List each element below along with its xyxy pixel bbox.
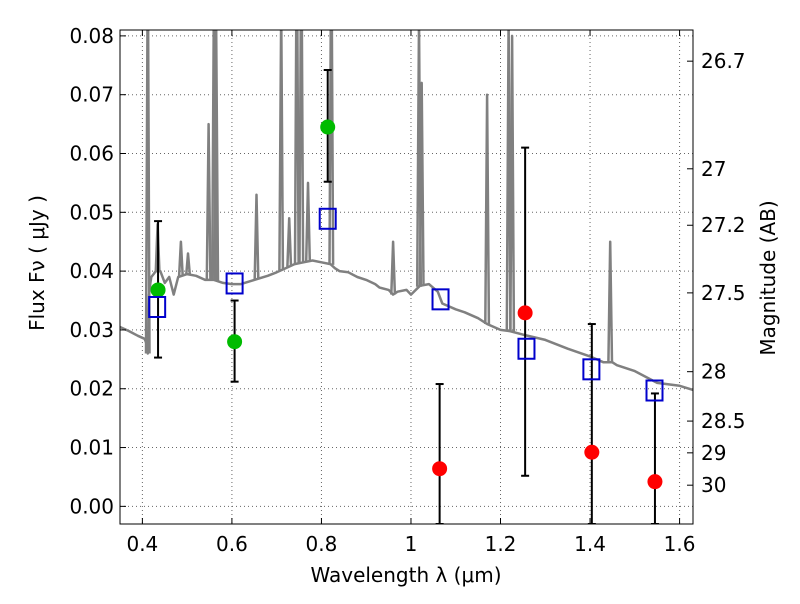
y-tick-label: 0.01 <box>69 436 114 460</box>
plot-frame <box>119 29 694 525</box>
model-flux-marker <box>645 379 664 402</box>
template-continuum <box>120 259 693 392</box>
x-tick-label: 0.6 <box>216 532 248 556</box>
emission-line <box>286 216 293 267</box>
y-tick-label: 0.03 <box>69 318 114 342</box>
right-axis-label: Magnitude (AB) <box>756 200 780 355</box>
right-tick-label: 27 <box>701 157 726 181</box>
emission-line <box>298 30 305 263</box>
upper-limit-point <box>584 444 600 460</box>
upper-limit-point <box>647 474 663 490</box>
x-axis-label: Wavelength λ (μm) <box>310 563 501 587</box>
axis-ticks: 0.4 0.6 0.8 1 1.2 1.4 1.6 0.00 0.01 0.02 0.03 0.04 0… <box>69 24 745 556</box>
y-tick-label: 0.07 <box>69 83 114 107</box>
right-tick-label: 30 <box>701 473 726 497</box>
x-tick-label: 0.8 <box>306 532 338 556</box>
emission-line <box>509 34 516 332</box>
emission-line <box>484 93 491 325</box>
x-tick-label: 0.4 <box>126 532 158 556</box>
upper-limit-point <box>517 305 533 321</box>
emission-line <box>213 30 220 281</box>
upper-limit-point <box>432 461 448 477</box>
right-tick-label: 29 <box>701 441 726 465</box>
emission-line <box>205 122 212 280</box>
model-flux-marker <box>431 288 450 311</box>
x-tick-label: 1.2 <box>485 532 517 556</box>
y-tick-label: 0.04 <box>69 259 114 283</box>
emission-line <box>185 252 192 275</box>
y-axis-label: Flux Fν ( μJy ) <box>25 195 49 331</box>
model-flux-marker <box>318 207 337 230</box>
data-markers <box>148 119 664 490</box>
x-tick-label: 1.4 <box>574 532 606 556</box>
emission-line <box>328 30 335 265</box>
model-flux-marker <box>517 337 536 360</box>
y-tick-label: 0.06 <box>69 142 114 166</box>
emission-line <box>607 240 614 363</box>
emission-line <box>253 193 260 280</box>
y-tick-label: 0.05 <box>69 200 114 224</box>
detection-point <box>320 119 336 135</box>
right-tick-label: 27.5 <box>701 281 746 305</box>
x-tick-label: 1 <box>405 532 418 556</box>
emission-line <box>278 30 285 271</box>
y-tick-label: 0.08 <box>69 24 114 48</box>
model-flux-marker <box>148 295 167 318</box>
emission-line <box>177 240 184 277</box>
detection-point <box>227 334 243 350</box>
right-tick-label: 27.2 <box>701 213 746 237</box>
x-tick-label: 1.6 <box>664 532 696 556</box>
y-tick-label: 0.00 <box>69 494 114 518</box>
emission-line <box>304 181 312 262</box>
model-flux-marker <box>225 272 244 295</box>
emission-line <box>390 240 397 295</box>
emission-line <box>144 30 151 354</box>
emission-line <box>293 30 300 264</box>
right-tick-label: 28.5 <box>701 409 746 433</box>
y-tick-label: 0.02 <box>69 377 114 401</box>
detection-point <box>150 282 166 298</box>
right-tick-label: 26.7 <box>701 49 746 73</box>
emission-line <box>418 81 425 286</box>
model-flux-marker <box>582 358 601 381</box>
right-tick-label: 28 <box>701 360 726 384</box>
